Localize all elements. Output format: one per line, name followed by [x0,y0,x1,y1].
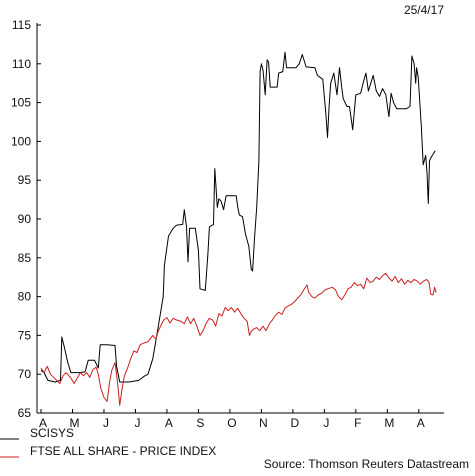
x-tick-label: M [384,416,394,430]
y-tick-label: 105 [11,96,31,110]
y-tick-label: 90 [18,212,32,226]
y-tick-label: 85 [18,251,32,265]
x-tick-label: O [227,416,236,430]
x-tick-label: M [69,416,79,430]
y-tick-label: 110 [12,57,31,71]
series-line-ftse-all-share [40,272,437,406]
x-tick-label: J [323,416,329,430]
y-tick-label: 95 [18,173,32,187]
x-tick-label: S [196,416,204,430]
x-tick-label: A [417,416,425,430]
y-tick-label: 65 [18,406,32,420]
x-tick-label: A [165,416,173,430]
y-tick-label: 80 [18,290,32,304]
y-tick-label: 100 [11,134,31,148]
source-label: Source: Thomson Reuters Datastream [264,457,469,471]
series-lines [40,51,437,406]
y-axis: 65 70 75 80 85 90 95 100 105 110 115 [11,18,41,420]
y-tick-label: 115 [12,18,31,32]
y-tick-label: 75 [18,328,32,342]
x-tick-label: F [354,416,361,430]
series-line-scisys [40,51,436,383]
y-tick-label: 70 [18,367,32,381]
legend-label-scisys: SCISYS [30,426,74,440]
x-tick-label: A [39,416,47,430]
x-tick-label: D [291,416,300,430]
date-label: 25/4/17 [404,3,444,17]
legend: SCISYS FTSE ALL SHARE - PRICE INDEX [0,426,216,458]
legend-label-ftse: FTSE ALL SHARE - PRICE INDEX [30,444,216,458]
x-tick-label: J [103,416,109,430]
x-tick-label: N [259,416,268,430]
x-tick-label: J [134,416,140,430]
